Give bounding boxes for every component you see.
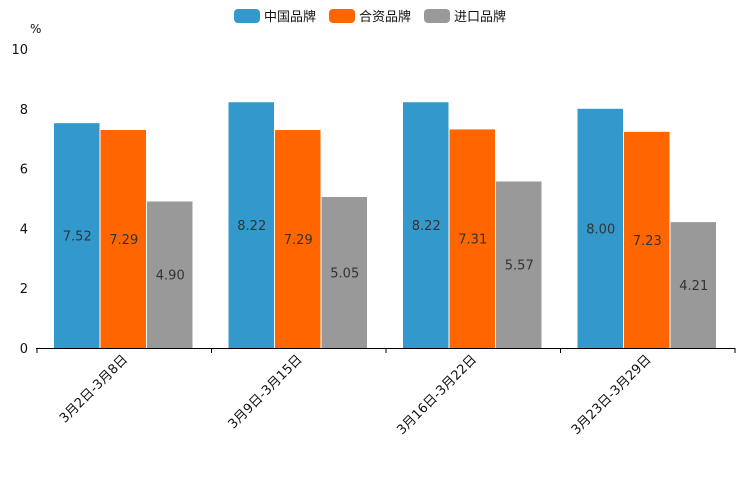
y-tick-label-2: 2 (20, 282, 28, 297)
bar-1-1[interactable] (54, 123, 100, 348)
bar-2-3[interactable] (449, 129, 496, 348)
y-tick-label-4: 4 (20, 222, 28, 237)
bar-3-3[interactable] (496, 181, 542, 348)
legend-label-1[interactable]: 中国品牌 (264, 9, 316, 25)
legend-swatch-2[interactable] (329, 9, 355, 23)
legend-swatch-3[interactable] (424, 9, 450, 23)
bar-2-1[interactable] (100, 130, 147, 348)
x-axis: 3月2日-3月8日 3月9日-3月15日 3月16日-3月22日 3月23日-3月29… (36, 348, 736, 438)
data-label-3-3: 5.57 (505, 259, 534, 274)
y-axis-unit-label: % (30, 22, 41, 36)
bar-3-4[interactable] (670, 222, 717, 348)
x-category-label-1: 3月2日-3月8日 (57, 352, 131, 426)
bar-2-4[interactable] (624, 131, 670, 348)
y-tick-label-8: 8 (20, 103, 28, 118)
bar-3-2[interactable] (321, 197, 368, 348)
data-label-2-4: 7.23 (633, 234, 662, 249)
data-label-2-3: 7.31 (458, 233, 487, 248)
bar-2-2[interactable] (275, 130, 321, 348)
legend-swatch-1[interactable] (234, 9, 260, 23)
data-label-1-1: 7.52 (63, 230, 92, 245)
y-axis: 0 2 4 6 8 10 (11, 43, 28, 357)
legend-label-2[interactable]: 合资品牌 (359, 9, 411, 25)
data-label-2-1: 7.29 (109, 233, 138, 248)
y-tick-label-6: 6 (20, 163, 28, 178)
data-label-1-2: 8.22 (237, 219, 266, 234)
legend-label-3[interactable]: 进口品牌 (454, 9, 506, 25)
x-category-label-3: 3月16日-3月22日 (394, 352, 480, 438)
data-label-2-2: 7.29 (284, 233, 313, 248)
bar-1-3[interactable] (403, 102, 449, 348)
bars: 7.52 7.29 4.90 8.22 7.29 5.05 8.22 7.31 5.57 8.00… (54, 102, 716, 348)
bar-3-1[interactable] (147, 201, 193, 348)
data-label-1-4: 8.00 (586, 222, 615, 237)
x-category-label-2: 3月9日-3月15日 (226, 352, 306, 432)
data-label-3-1: 4.90 (156, 269, 185, 284)
bar-1-2[interactable] (228, 102, 275, 348)
data-label-1-3: 8.22 (412, 219, 441, 234)
data-label-3-4: 4.21 (679, 279, 708, 294)
x-category-label-4: 3月23日-3月29日 (569, 352, 655, 438)
data-label-3-2: 5.05 (330, 267, 359, 282)
y-tick-label-10: 10 (11, 43, 28, 58)
y-tick-label-0: 0 (20, 342, 28, 357)
bar-1-4[interactable] (577, 108, 624, 348)
legend: 中国品牌 合资品牌 进口品牌 (234, 9, 506, 25)
